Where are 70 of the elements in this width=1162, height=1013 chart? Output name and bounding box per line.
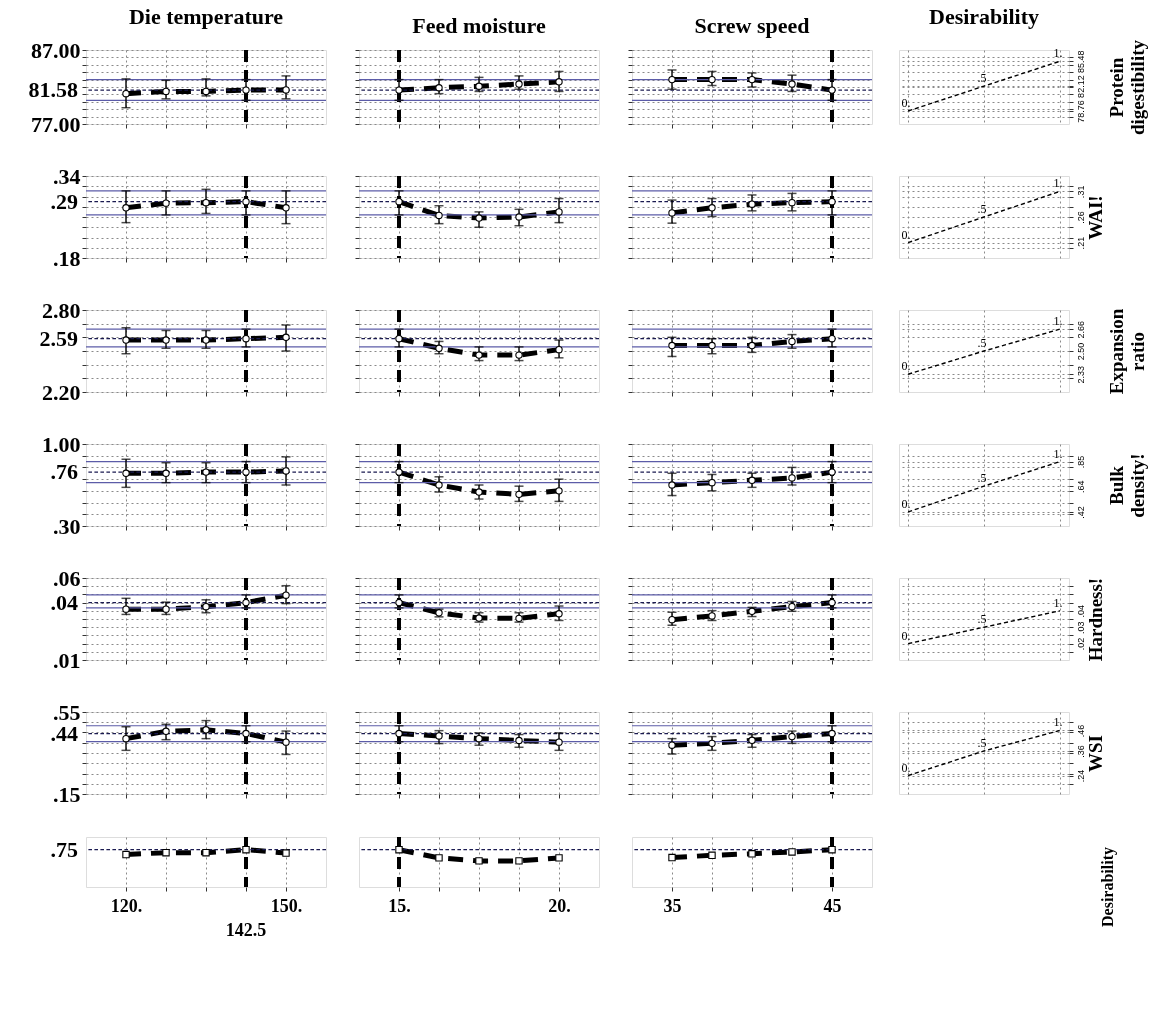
chart-title: Feed moisture [412, 13, 546, 38]
y-tick-label: .01 [53, 647, 81, 673]
y-axis-title: WSI [1084, 735, 1106, 772]
y-tick-label: 2.80 [42, 297, 81, 323]
y-tick-label: .30 [53, 513, 81, 539]
annotation: 0. [901, 359, 911, 374]
annotation: .5 [977, 71, 987, 86]
y-tick-label: .26 [1075, 211, 1086, 224]
y-tick-label: .85 [1075, 455, 1086, 469]
x-tick-label: 35 [663, 895, 682, 916]
y-axis-title: WAI! [1084, 195, 1106, 240]
y-tick-label: .03 [1075, 621, 1086, 634]
y-tick-label: .31 [1075, 185, 1086, 199]
y-tick-label: 77.00 [31, 111, 81, 137]
ref-line-label: 81.58 [28, 77, 78, 103]
x-tick-label: 45 [823, 895, 842, 916]
y-tick-label: .36 [1075, 745, 1086, 758]
y-tick-label: .24 [1075, 769, 1086, 783]
annotation: .5 [977, 471, 987, 486]
y-axis-title: Expansion ratio [1105, 308, 1148, 395]
annotation: 1. [1053, 176, 1063, 191]
y-tick-label: .21 [1075, 236, 1086, 250]
y-tick-label: 85.48 [1075, 50, 1086, 74]
y-tick-label: 1.00 [42, 431, 81, 457]
y-tick-label: .18 [53, 245, 81, 271]
annotation: .5 [977, 735, 987, 750]
ref-line-label: 142.5 [225, 920, 267, 940]
y-axis-title: Hardness! [1084, 577, 1106, 662]
y-tick-label: 87.00 [31, 37, 81, 63]
chart-title: Screw speed [694, 13, 810, 38]
y-tick-label: 2.66 [1075, 320, 1086, 339]
y-axis-title: Bulk density! [1105, 453, 1148, 518]
annotation: 0. [901, 496, 911, 511]
ref-line-label: .29 [50, 188, 78, 214]
x-tick-label: 20. [548, 895, 571, 916]
annotation: 0. [901, 95, 911, 110]
chart-title: Desirability [929, 4, 1039, 30]
annotation: .5 [977, 336, 987, 350]
annotation: 0. [901, 760, 911, 775]
annotation: 1. [1053, 595, 1063, 610]
annotation: 1. [1053, 46, 1063, 61]
chart-title: Die temperature [128, 4, 284, 29]
y-tick-label: .06 [53, 565, 81, 591]
y-tick-label: .15 [53, 781, 81, 807]
annotation: .5 [977, 202, 987, 216]
x-tick-label: 150. [270, 895, 303, 916]
x-tick-label: 120. [110, 895, 143, 916]
y-tick-label: 2.50 [1075, 342, 1086, 361]
y-tick-label: 78.76 [1075, 100, 1086, 123]
annotation: 0. [901, 227, 911, 242]
annotation: .5 [977, 612, 987, 627]
ref-line-label: 2.59 [39, 325, 78, 351]
y-tick-label: .02 [1075, 637, 1086, 651]
y-tick-label: 82.12 [1075, 75, 1086, 98]
y-tick-label: .46 [1075, 724, 1086, 738]
ref-line-label: .76 [50, 459, 78, 485]
y-axis-title: Protein digestibility [1105, 39, 1148, 136]
y-tick-label: .42 [1075, 506, 1086, 519]
y-tick-label: 2.33 [1075, 365, 1086, 384]
y-tick-label: .34 [53, 163, 81, 189]
annotation: 1. [1053, 715, 1063, 730]
y-tick-label: .04 [1075, 605, 1086, 618]
text: Desirability [1099, 847, 1117, 927]
x-tick-label: 15. [388, 895, 411, 916]
y-tick-label: .64 [1075, 480, 1086, 493]
annotation: 1. [1053, 314, 1063, 329]
text: .75 [50, 836, 78, 862]
y-tick-label: 2.20 [42, 379, 81, 405]
annotation: 1. [1053, 446, 1063, 461]
annotation: 0. [901, 628, 911, 643]
